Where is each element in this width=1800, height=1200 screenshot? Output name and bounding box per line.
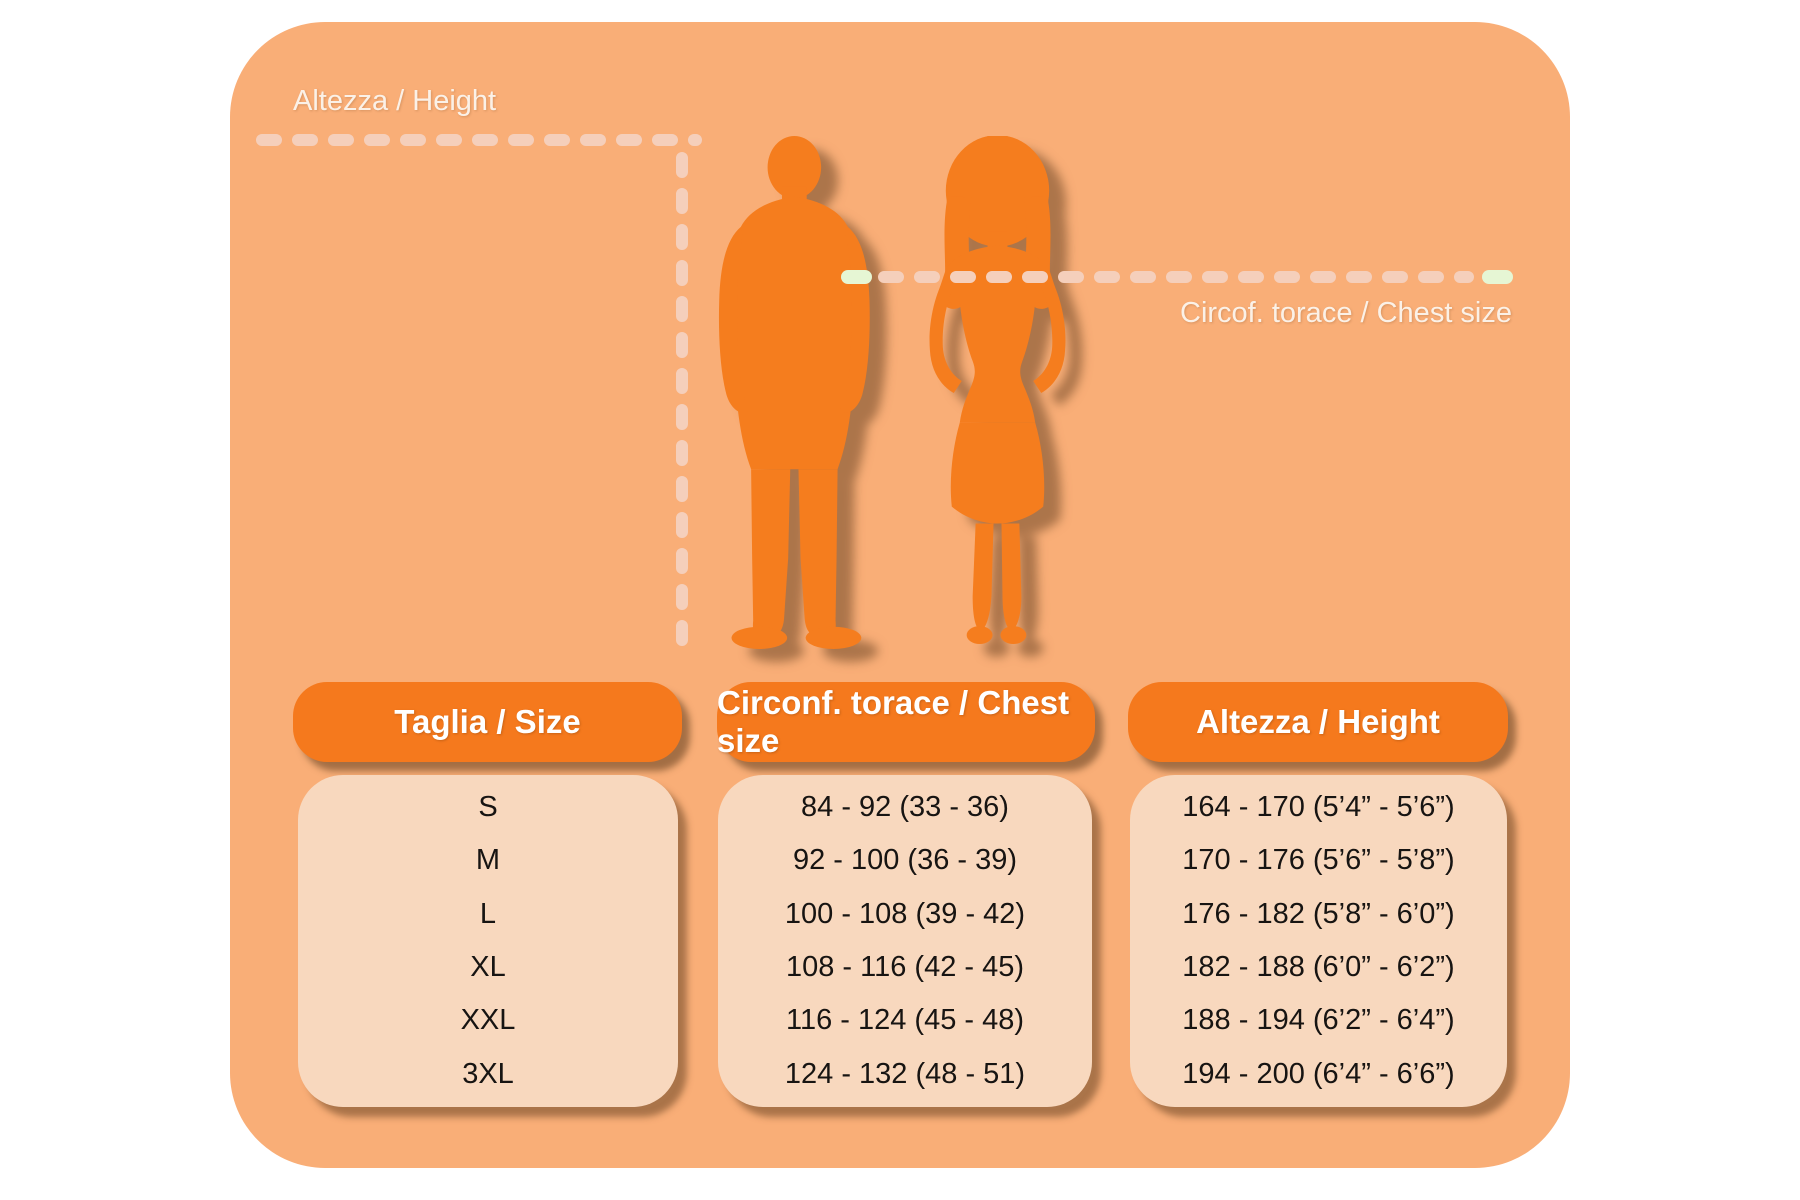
header-height: Altezza / Height <box>1128 682 1508 762</box>
size-cell: S <box>478 791 498 824</box>
header-size-label: Taglia / Size <box>394 703 581 740</box>
chest-measure-label: Circof. torace / Chest size <box>1180 297 1512 329</box>
chest-cell: 100 - 108 (39 - 42) <box>784 897 1026 930</box>
size-cell: XL <box>470 951 506 984</box>
size-column: S M L XL XXL 3XL <box>298 775 678 1107</box>
size-cell: 3XL <box>462 1057 514 1090</box>
height-cell: 194 - 200 (6’4” - 6’6”) <box>1182 1057 1455 1090</box>
chest-cell: 124 - 132 (48 - 51) <box>784 1057 1026 1090</box>
chest-cell: 108 - 116 (42 - 45) <box>785 951 1025 984</box>
height-cell: 176 - 182 (5’8” - 6’0”) <box>1182 897 1455 930</box>
chest-cell: 92 - 100 (36 - 39) <box>792 844 1018 877</box>
chest-cell: 116 - 124 (45 - 48) <box>785 1004 1025 1037</box>
height-cell: 170 - 176 (5’6” - 5’8”) <box>1182 844 1455 877</box>
chest-column: 84 - 92 (33 - 36) 92 - 100 (36 - 39) 100… <box>718 775 1092 1107</box>
height-measure-label: Altezza / Height <box>293 85 497 117</box>
height-cell: 164 - 170 (5’4” - 5’6”) <box>1182 791 1455 824</box>
size-cell: L <box>479 897 497 930</box>
size-cell: XXL <box>460 1004 516 1037</box>
height-cell: 182 - 188 (6’0” - 6’2”) <box>1182 951 1455 984</box>
header-size: Taglia / Size <box>293 682 682 762</box>
header-chest-label: Circonf. torace / Chest size <box>717 684 1070 759</box>
height-column: 164 - 170 (5’4” - 5’6”) 170 - 176 (5’6” … <box>1130 775 1507 1107</box>
header-chest: Circonf. torace / Chest size <box>717 682 1095 762</box>
header-height-label: Altezza / Height <box>1196 703 1440 740</box>
woman-silhouette-icon <box>929 136 1066 645</box>
chest-cell: 84 - 92 (33 - 36) <box>801 791 1009 824</box>
man-silhouette-icon <box>718 136 870 649</box>
height-cell: 188 - 194 (6’2” - 6’4”) <box>1182 1004 1455 1037</box>
size-cell: M <box>475 844 501 877</box>
